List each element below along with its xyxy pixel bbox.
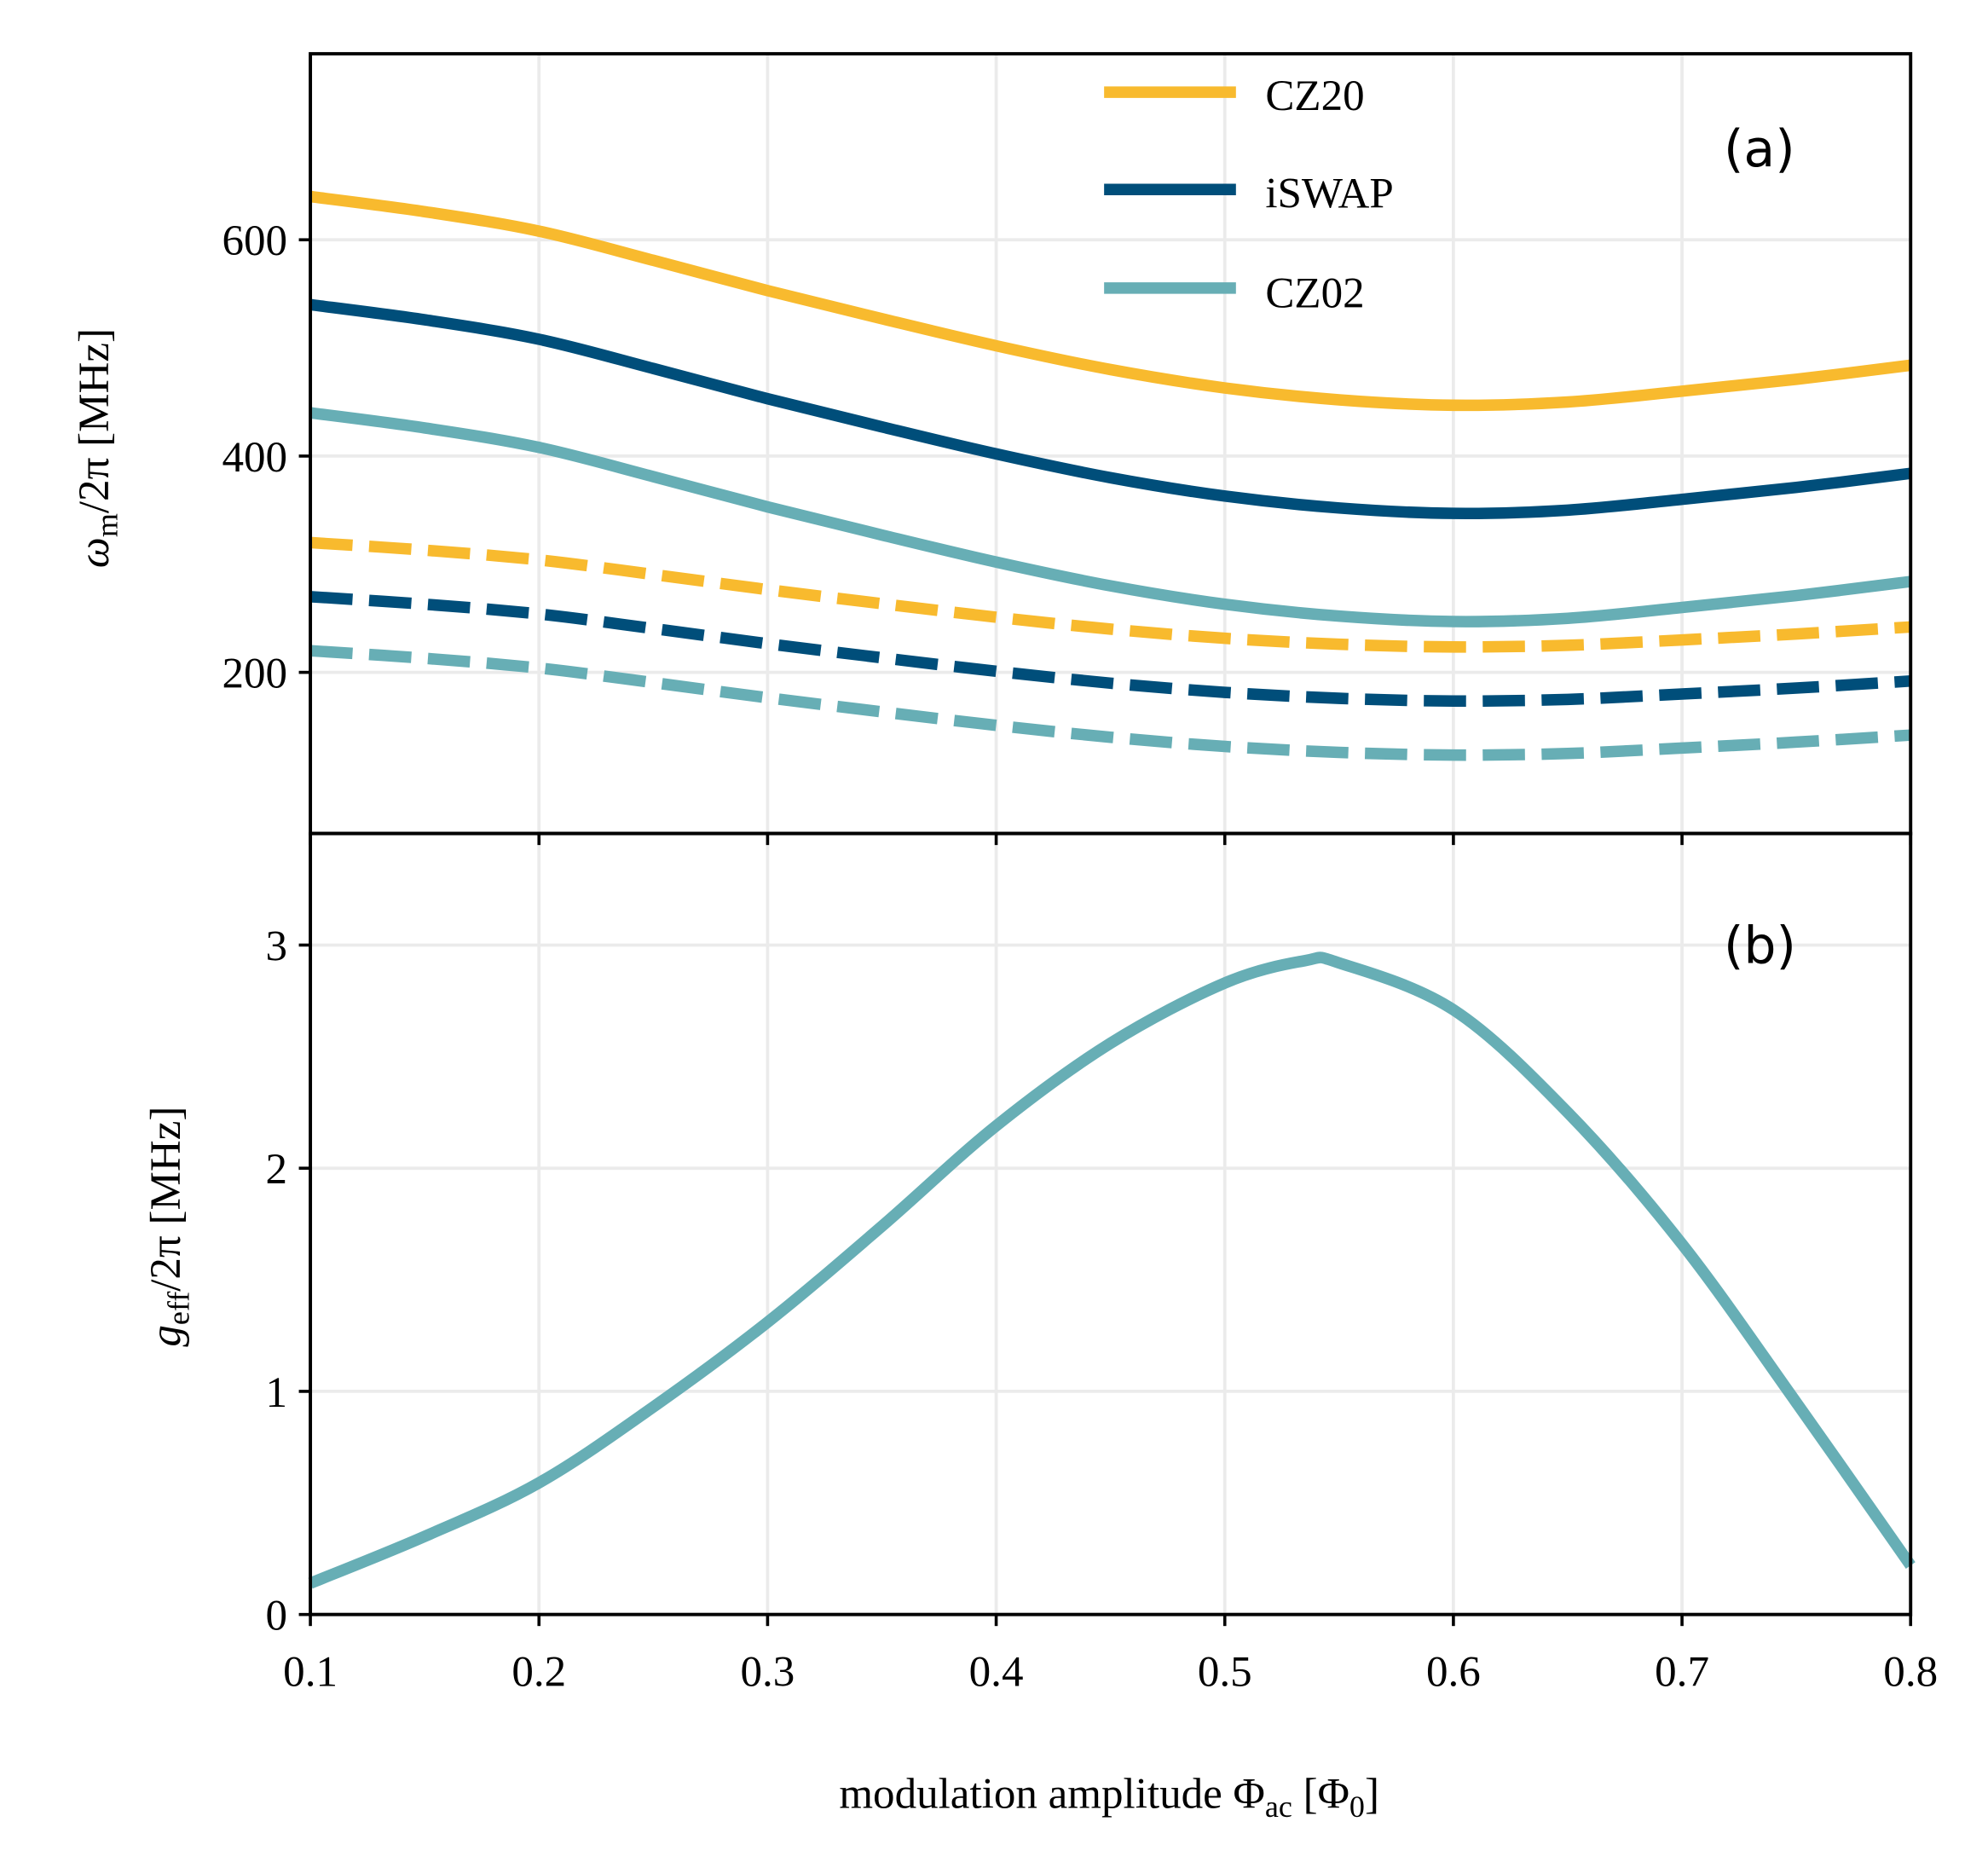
y-tick-label: 200 (222, 651, 287, 698)
x-tick-label: 0.3 (741, 1649, 795, 1697)
panel-label-a: (a) (1724, 119, 1795, 179)
series-g-eff-line (308, 951, 1916, 1589)
series-iswap-dashed-line (309, 591, 1911, 708)
x-tick-label: 0.2 (511, 1649, 566, 1697)
x-tick-label: 0.7 (1655, 1649, 1709, 1697)
y-tick-label: 1 (266, 1369, 288, 1417)
y-axis-label-bottom: geff/2π [MHz] (142, 1107, 196, 1347)
y-tick-label: 0 (266, 1593, 288, 1640)
x-axis-label: modulation amplitude Φac [Φ0] (839, 1770, 1379, 1824)
series-cz02-dashed-line (309, 645, 1911, 761)
ticks-bottom: 0.1 0.2 0.3 0.4 0.5 0.6 0.7 0.8 0 1 2 3 (266, 922, 1939, 1696)
panel-label-b: (b) (1724, 916, 1796, 975)
y-tick-label: 600 (222, 217, 287, 265)
legend-label-iswap: iSWAP (1265, 170, 1393, 217)
axes-frame-bottom (309, 831, 1913, 1616)
series-iswap-line (309, 298, 1912, 519)
ticks-top: 200 400 600 (222, 217, 1913, 846)
series-cz20-line (309, 190, 1912, 412)
series-cz20-dashed-line (309, 536, 1911, 653)
y-tick-label: 2 (266, 1146, 288, 1194)
legend-label-cz02: CZ02 (1265, 269, 1364, 317)
x-tick-label: 0.5 (1198, 1649, 1252, 1697)
series-bottom (308, 951, 1916, 1589)
axes-frame-top (309, 52, 1913, 836)
y-tick-label: 400 (222, 434, 287, 482)
legend-label-cz20: CZ20 (1265, 72, 1364, 120)
legend: CZ20 iSWAP CZ02 (1104, 72, 1394, 317)
grid-top (309, 54, 1913, 834)
x-tick-label: 0.6 (1426, 1649, 1481, 1697)
series-cz02-line (309, 407, 1912, 627)
x-tick-label: 0.1 (283, 1649, 338, 1697)
y-tick-label: 3 (266, 922, 288, 970)
x-tick-label: 0.8 (1883, 1649, 1938, 1697)
y-axis-label-top: ωm/2π [MHz] (71, 328, 124, 568)
series-top (309, 190, 1912, 761)
x-tick-label: 0.4 (969, 1649, 1024, 1697)
